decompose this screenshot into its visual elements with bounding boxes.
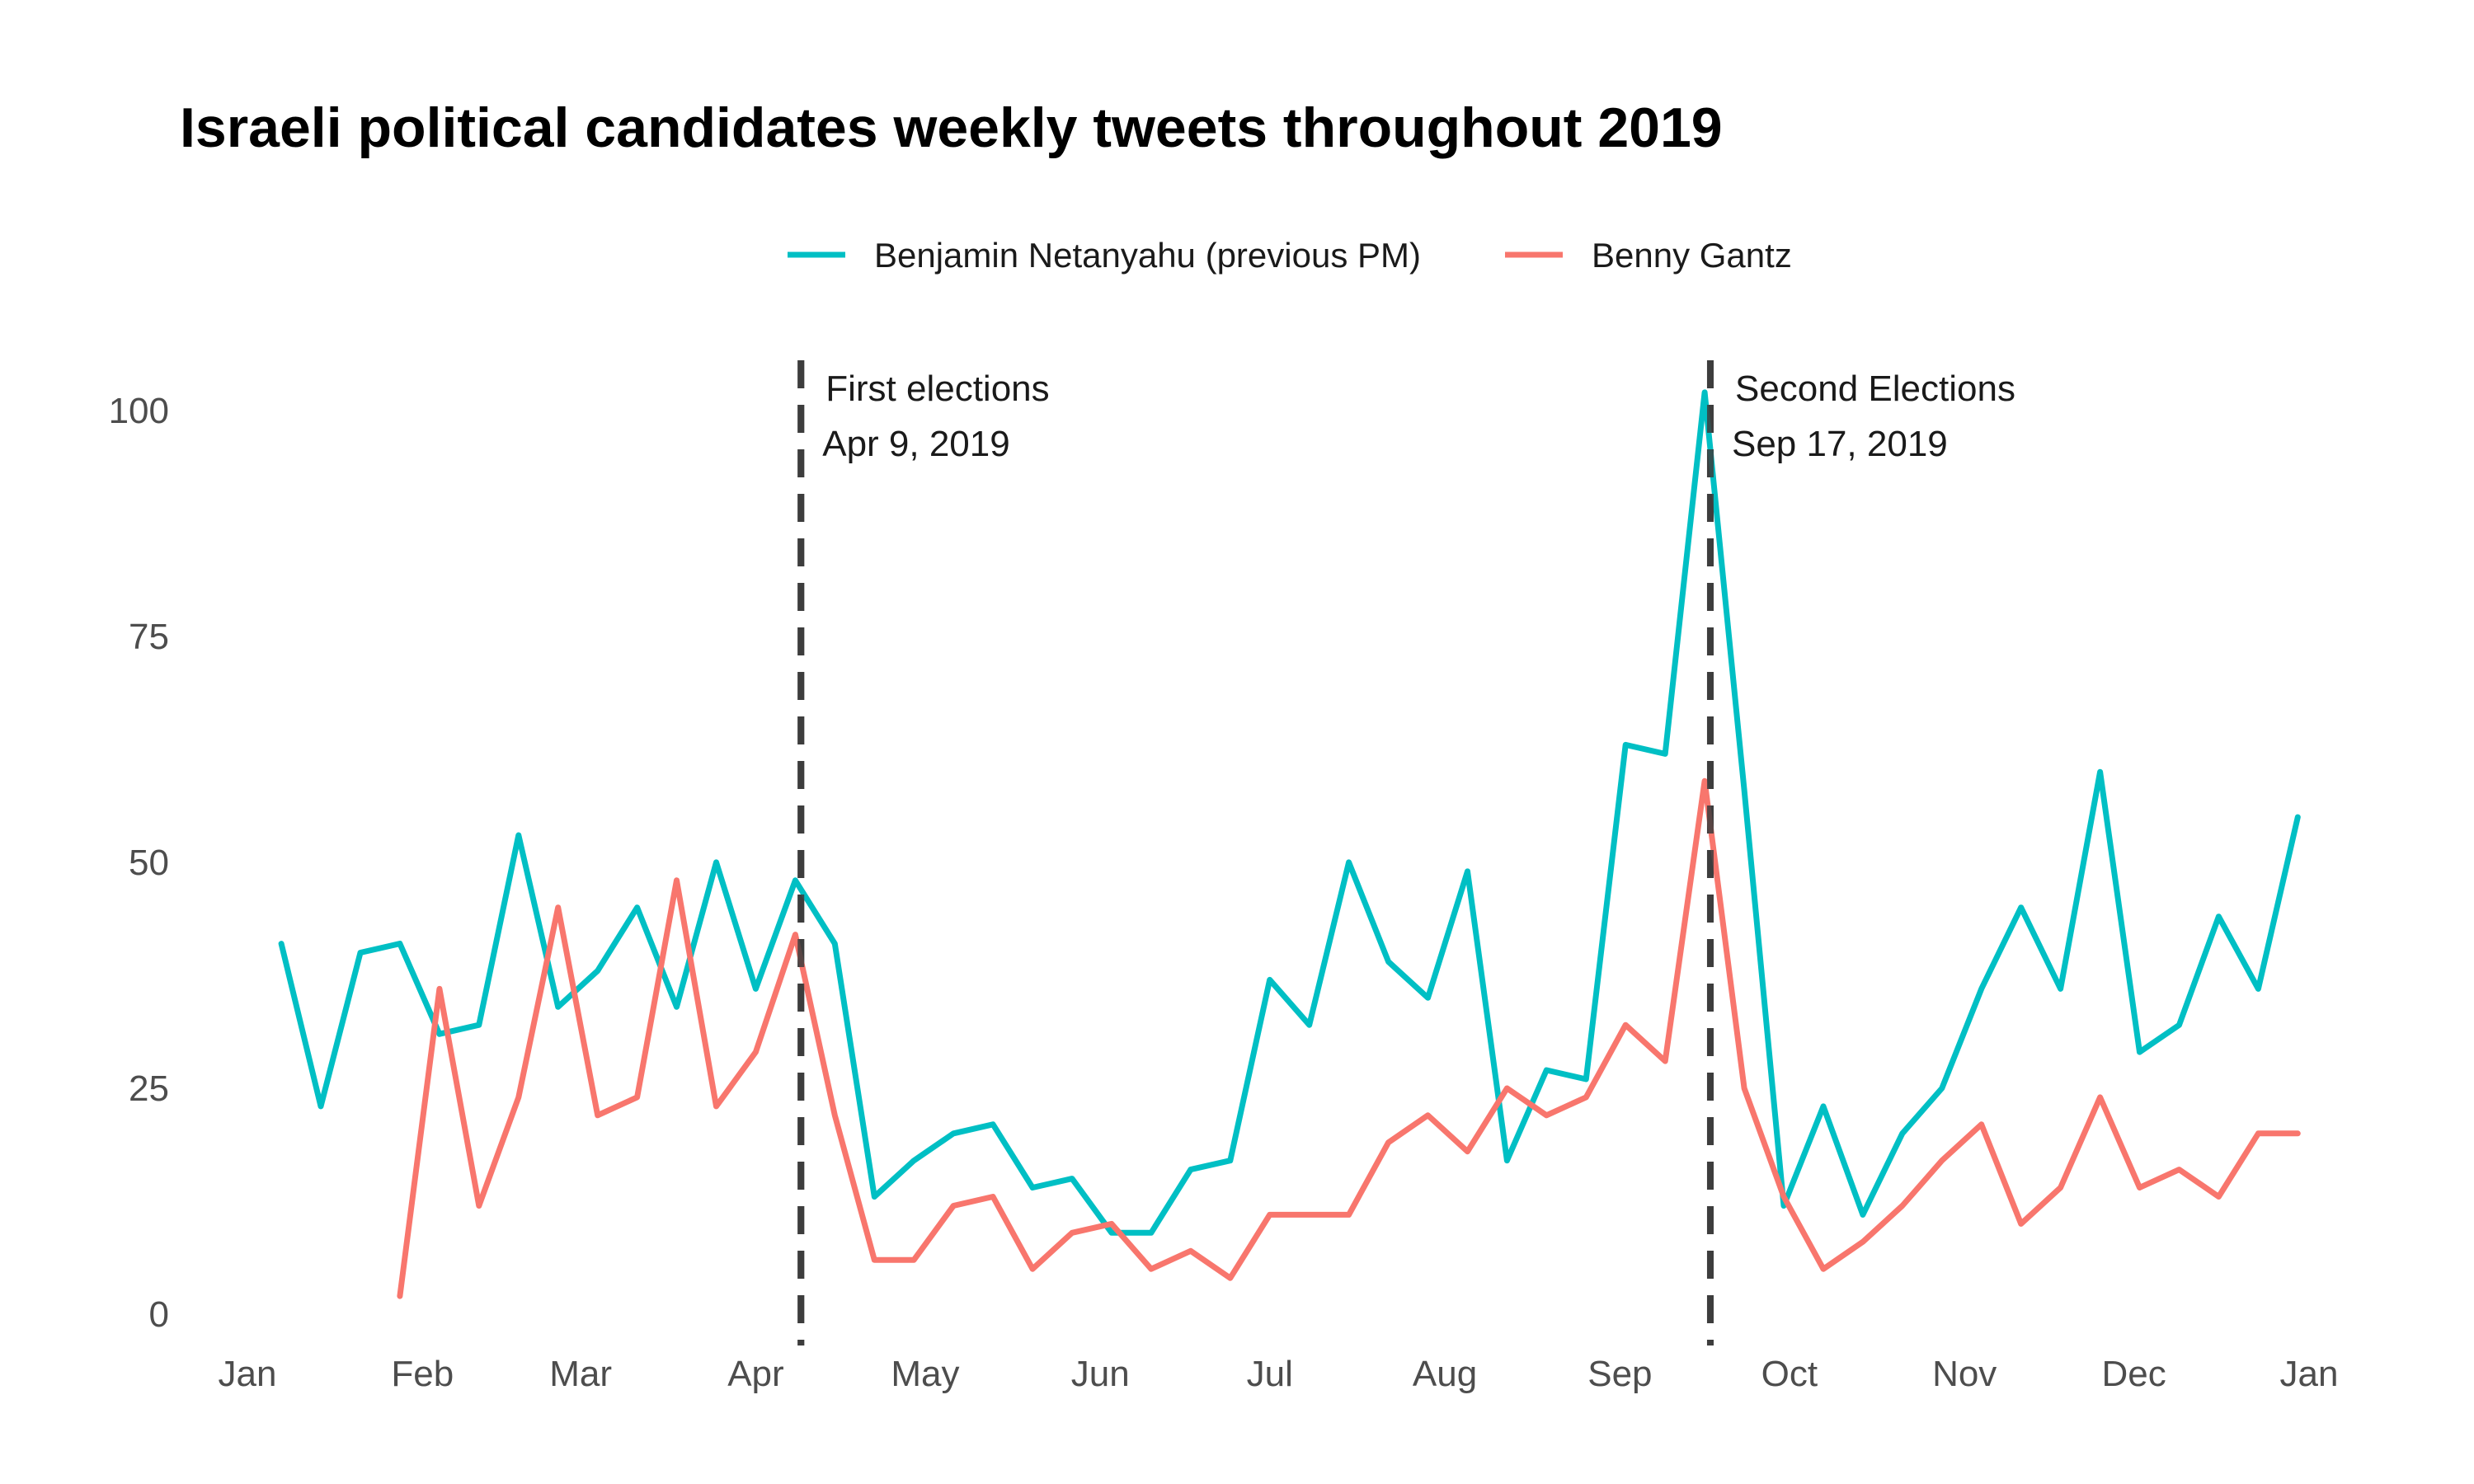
annotation-date: Apr 9, 2019	[822, 424, 1010, 464]
series-line-netanyahu	[278, 389, 2301, 1236]
chart-title: Israeli political candidates weekly twee…	[180, 96, 1723, 159]
legend-label: Benjamin Netanyahu (previous PM)	[874, 236, 1421, 275]
y-tick-label: 50	[129, 843, 169, 883]
y-tick-label: 0	[149, 1294, 169, 1335]
x-tick-label: Dec	[2102, 1354, 2166, 1394]
series-line-gantz	[397, 777, 2301, 1299]
legend: Benjamin Netanyahu (previous PM) Benny Ga…	[788, 236, 1792, 275]
annotation-date: Sep 17, 2019	[1732, 424, 1948, 464]
x-tick-label: Jan	[219, 1354, 277, 1394]
legend-label: Benny Gantz	[1592, 236, 1792, 275]
y-tick-label: 25	[129, 1068, 169, 1109]
x-tick-label: May	[891, 1354, 959, 1394]
x-tick-label: Feb	[391, 1354, 454, 1394]
annotation-label: Second Elections	[1735, 369, 2015, 409]
x-tick-label: Sep	[1587, 1354, 1652, 1394]
x-tick-label: Nov	[1932, 1354, 1997, 1394]
y-tick-label: 100	[109, 391, 169, 431]
x-tick-label: Apr	[727, 1354, 783, 1394]
election-markers	[797, 360, 1714, 1345]
plot-lines	[278, 360, 2301, 1345]
x-axis-ticks: Jan Feb Mar Apr May Jun Jul Aug Sep Oct Nov Dec Jan	[219, 1354, 2339, 1394]
x-tick-label: Jan	[2280, 1354, 2339, 1394]
x-tick-label: Oct	[1761, 1354, 1818, 1394]
annotation-label: First elections	[825, 369, 1049, 409]
x-tick-label: Mar	[549, 1354, 612, 1394]
y-axis-ticks: 0 25 50 75 100	[109, 391, 169, 1335]
x-tick-label: Jul	[1247, 1354, 1293, 1394]
election-annotations: First elections Apr 9, 2019 Second Electio…	[822, 369, 2015, 464]
y-tick-label: 75	[129, 617, 169, 657]
x-tick-label: Aug	[1413, 1354, 1477, 1394]
x-tick-label: Jun	[1071, 1354, 1130, 1394]
